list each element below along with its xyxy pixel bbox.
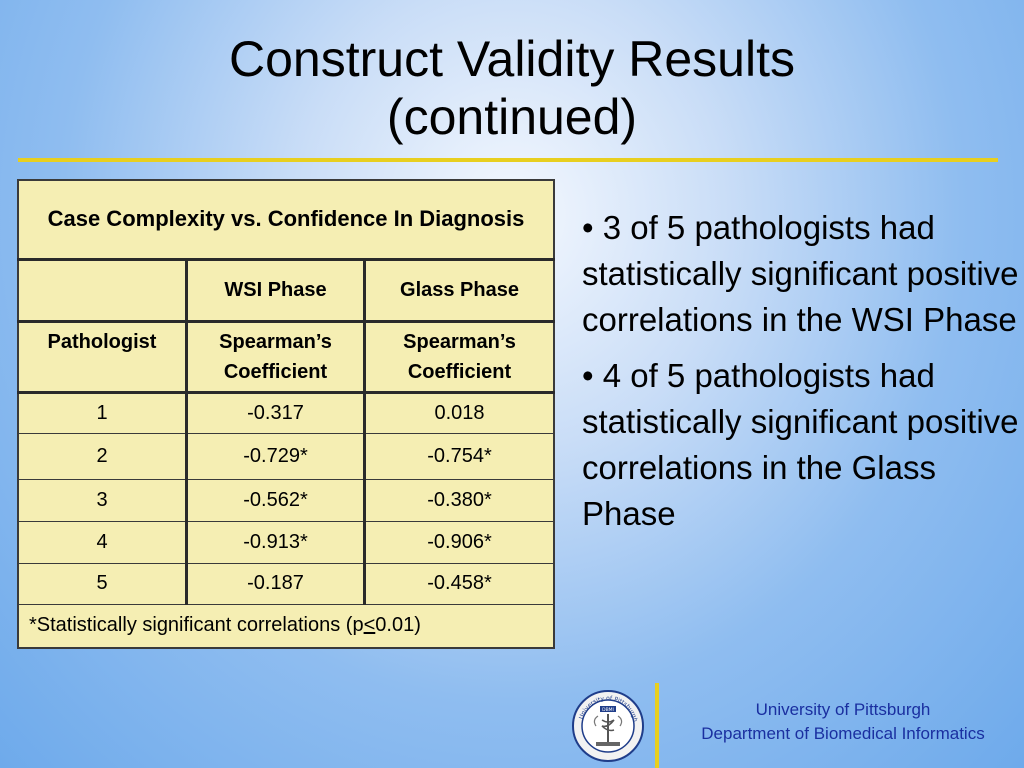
table-footnote: *Statistically significant correlations … — [17, 603, 555, 649]
table-row: 1 -0.317 0.018 — [17, 391, 555, 434]
empty-header-cell — [17, 258, 188, 323]
footnote-symbol: < — [363, 614, 376, 637]
correlation-table: Case Complexity vs. Confidence In Diagno… — [17, 179, 555, 649]
wsi-coefficient: -0.187 — [186, 562, 366, 605]
pathologist-id: 1 — [17, 391, 188, 434]
table-row: 2 -0.729* -0.754* — [17, 432, 555, 480]
pathologist-id: 3 — [17, 478, 188, 522]
wsi-coefficient: -0.562* — [186, 478, 366, 522]
pathologist-header: Pathologist — [17, 320, 188, 394]
title-line-2: (continued) — [386, 89, 638, 145]
glass-coefficient-header: Spearman’s Coefficient — [364, 320, 555, 394]
wsi-coefficient-header: Spearman’s Coefficient — [186, 320, 366, 394]
bullet-wsi: • 3 of 5 pathologists had statistically … — [582, 209, 1019, 338]
footer-divider — [655, 683, 659, 768]
table-row: 5 -0.187 -0.458* — [17, 562, 555, 605]
wsi-coefficient-header-line2: Coefficient — [223, 360, 328, 383]
glass-coefficient: -0.754* — [364, 432, 555, 480]
wsi-coefficient: -0.317 — [186, 391, 366, 434]
glass-coefficient: 0.018 — [364, 391, 555, 434]
wsi-phase-header: WSI Phase — [186, 258, 366, 323]
footnote-prefix: *Statistically significant correlations … — [29, 614, 364, 637]
footer-affiliation: University of Pittsburgh Department of B… — [668, 698, 1018, 746]
dbmi-seal-icon: University of Pittsburgh DBMI — [572, 690, 644, 762]
table-title: Case Complexity vs. Confidence In Diagno… — [17, 179, 555, 261]
wsi-coefficient-header-line1: Spearman’s — [219, 330, 332, 353]
glass-coefficient-header-line1: Spearman’s — [403, 330, 516, 353]
bullet-glass: • 4 of 5 pathologists had statistically … — [582, 357, 1019, 532]
wsi-coefficient: -0.729* — [186, 432, 366, 480]
seal-center-text: DBMI — [602, 707, 614, 713]
table-row: 4 -0.913* -0.906* — [17, 520, 555, 564]
glass-coefficient-header-line2: Coefficient — [407, 360, 512, 383]
glass-coefficient: -0.906* — [364, 520, 555, 564]
footnote-suffix: 0.01) — [375, 614, 421, 637]
slide-title: Construct Validity Results (continued) — [0, 30, 1024, 146]
glass-phase-header: Glass Phase — [364, 258, 555, 323]
wsi-coefficient: -0.913* — [186, 520, 366, 564]
footer-department: Department of Biomedical Informatics — [701, 724, 985, 743]
bullet-list: • 3 of 5 pathologists had statistically … — [582, 205, 1022, 547]
glass-coefficient: -0.458* — [364, 562, 555, 605]
title-divider — [18, 158, 998, 162]
pathologist-id: 4 — [17, 520, 188, 564]
title-line-1: Construct Validity Results — [229, 31, 795, 87]
glass-coefficient: -0.380* — [364, 478, 555, 522]
pathologist-id: 5 — [17, 562, 188, 605]
table-row: 3 -0.562* -0.380* — [17, 478, 555, 522]
pathologist-id: 2 — [17, 432, 188, 480]
footer-university: University of Pittsburgh — [755, 700, 931, 719]
